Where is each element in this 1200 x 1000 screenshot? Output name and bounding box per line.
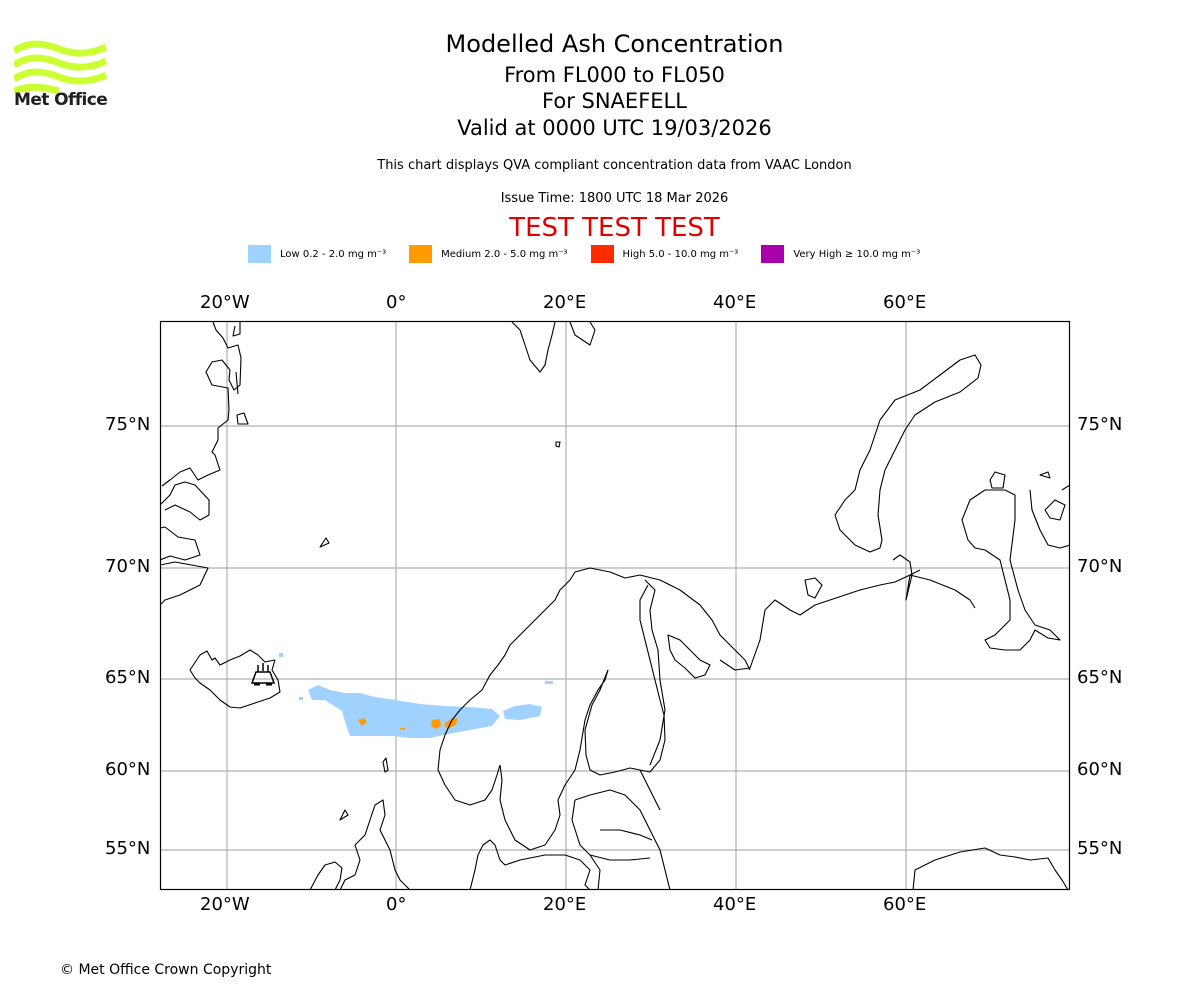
lat-label-60n-left: 60°N [105,759,151,780]
lat-label-75n-right: 75°N [1077,414,1123,435]
legend-item-medium: Medium 2.0 - 5.0 mg m⁻³ [409,245,568,263]
lat-label-55n-right: 55°N [1077,838,1123,859]
lon-label-20e-bottom: 20°E [543,894,587,915]
legend-item-very-high: Very High ≥ 10.0 mg m⁻³ [761,245,920,263]
ash-low-region [279,653,553,738]
legend-label: Very High ≥ 10.0 mg m⁻³ [793,248,921,260]
volcano-name: For SNAEFELL [542,89,687,113]
lon-label-20w-top: 20°W [200,292,250,313]
lon-label-20w-bottom: 20°W [200,894,250,915]
logo-text: Met Office [14,90,108,110]
map-frame [159,320,1071,891]
volcano-marker-icon [250,663,276,686]
lon-label-0-bottom: 0° [386,894,407,915]
lon-label-60e-bottom: 60°E [883,894,927,915]
legend-label: Medium 2.0 - 5.0 mg m⁻³ [441,248,568,260]
lat-label-65n-right: 65°N [1077,667,1123,688]
chart-title: Modelled Ash Concentration [445,30,784,58]
flight-level-range: From FL000 to FL050 [504,63,725,87]
lat-label-75n-left: 75°N [105,414,151,435]
medium-swatch [409,245,433,263]
ash-medium-region [358,718,458,730]
legend-item-low: Low 0.2 - 2.0 mg m⁻³ [248,245,386,263]
chart-subtitle: This chart displays QVA compliant concen… [377,158,852,173]
valid-time: Valid at 0000 UTC 19/03/2026 [457,116,772,140]
legend: Low 0.2 - 2.0 mg m⁻³ Medium 2.0 - 5.0 mg… [248,244,943,264]
lat-label-65n-left: 65°N [105,667,151,688]
very-high-swatch [761,245,785,263]
met-office-logo [14,40,108,95]
coastlines [160,321,1070,890]
lon-label-20e-top: 20°E [543,292,587,313]
lat-label-60n-right: 60°N [1077,759,1123,780]
legend-label: Low 0.2 - 2.0 mg m⁻³ [280,248,387,260]
gridlines [160,321,1070,890]
test-banner: TEST TEST TEST [509,213,720,243]
legend-label: High 5.0 - 10.0 mg m⁻³ [622,248,739,260]
lon-label-40e-bottom: 40°E [713,894,757,915]
lat-label-70n-left: 70°N [105,556,151,577]
lon-label-60e-top: 60°E [883,292,927,313]
lat-label-70n-right: 70°N [1077,556,1123,577]
low-swatch [248,245,271,263]
copyright: © Met Office Crown Copyright [60,962,272,978]
lat-label-55n-left: 55°N [105,838,151,859]
legend-item-high: High 5.0 - 10.0 mg m⁻³ [590,245,739,263]
lon-label-40e-top: 40°E [713,292,757,313]
lon-label-0-top: 0° [386,292,407,313]
issue-time: Issue Time: 1800 UTC 18 Mar 2026 [500,191,729,206]
high-swatch [590,245,614,263]
